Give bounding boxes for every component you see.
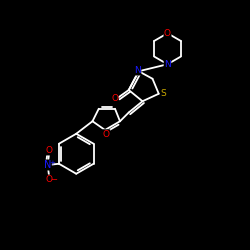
Text: N: N [164, 60, 171, 69]
Text: −: − [50, 175, 57, 184]
Text: N: N [134, 66, 141, 75]
Text: N: N [44, 160, 51, 170]
Text: +: + [49, 160, 55, 166]
Text: O: O [111, 94, 118, 103]
Text: O: O [103, 130, 110, 139]
Text: O: O [46, 175, 52, 184]
Text: S: S [160, 89, 166, 98]
Text: O: O [46, 146, 52, 155]
Text: O: O [164, 29, 171, 38]
